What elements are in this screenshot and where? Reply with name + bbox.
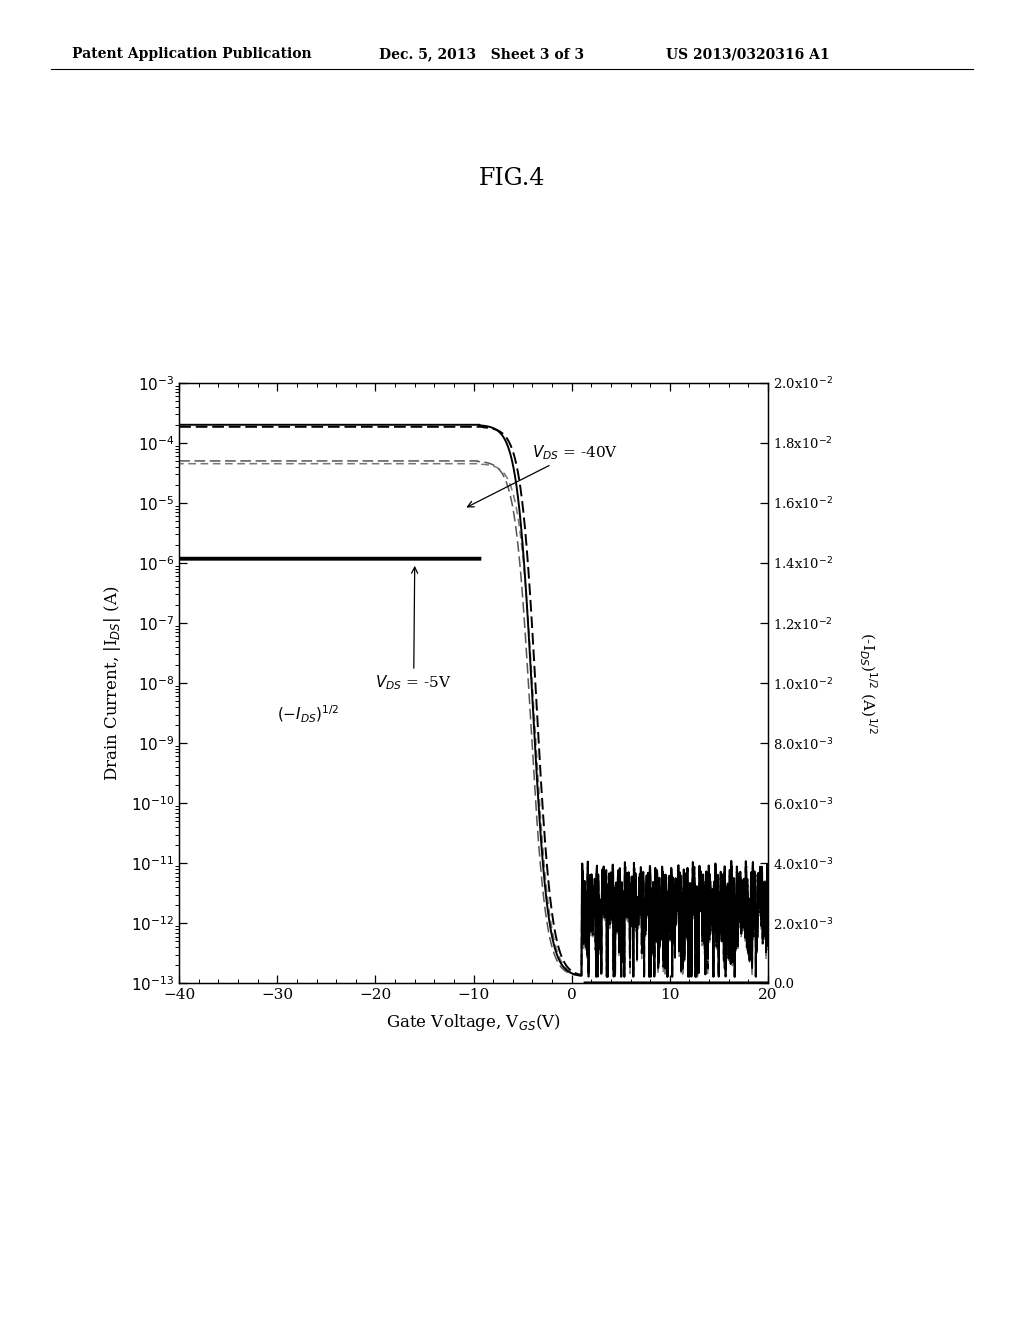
Y-axis label: Drain Current, |I$_{DS}$| (A): Drain Current, |I$_{DS}$| (A): [101, 586, 123, 780]
Text: FIG.4: FIG.4: [479, 166, 545, 190]
Text: $(-I_{DS})^{1/2}$: $(-I_{DS})^{1/2}$: [278, 704, 340, 725]
Text: Patent Application Publication: Patent Application Publication: [72, 48, 311, 61]
X-axis label: Gate Voltage, V$_{GS}$(V): Gate Voltage, V$_{GS}$(V): [386, 1012, 561, 1034]
Text: Dec. 5, 2013   Sheet 3 of 3: Dec. 5, 2013 Sheet 3 of 3: [379, 48, 584, 61]
Y-axis label: (-I$_{DS}$)$^{1/2}$ (A)$^{1/2}$: (-I$_{DS}$)$^{1/2}$ (A)$^{1/2}$: [857, 632, 878, 734]
Text: $V_{DS}$ = -5V: $V_{DS}$ = -5V: [376, 568, 452, 693]
Text: US 2013/0320316 A1: US 2013/0320316 A1: [666, 48, 829, 61]
Text: $V_{DS}$ = -40V: $V_{DS}$ = -40V: [468, 442, 618, 507]
